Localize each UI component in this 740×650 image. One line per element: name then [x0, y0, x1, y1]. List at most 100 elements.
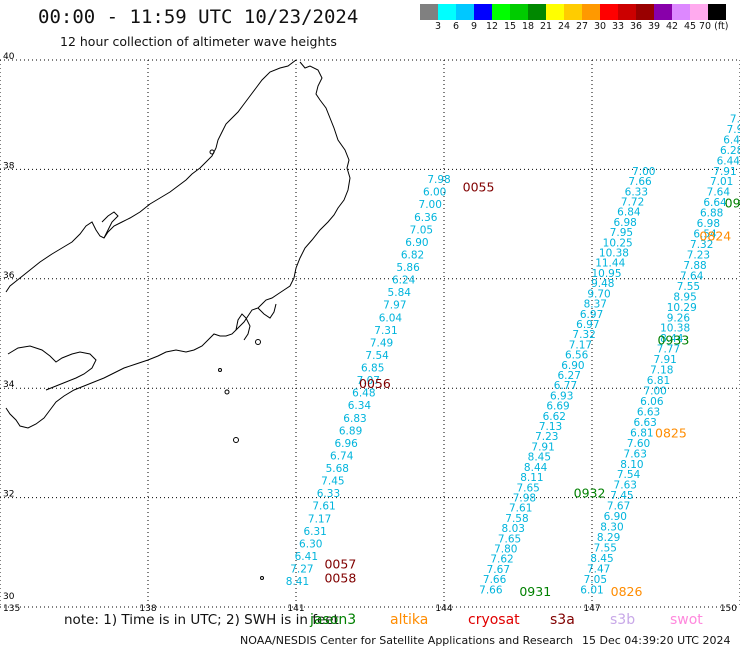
swh-value-label: 7.23	[687, 249, 710, 261]
swh-value-label: 6.85	[361, 363, 384, 375]
colorbar-swatch	[654, 4, 672, 20]
track-east: 6.017.057.478.457.558.298.306.907.677.45…	[580, 113, 740, 596]
swh-value-label: 7.47	[587, 563, 610, 575]
colorbar-label: 39	[647, 21, 661, 32]
swh-value-label: 7.60	[627, 438, 650, 450]
island-hachijo	[233, 437, 239, 443]
swh-value-label: 6.74	[330, 450, 354, 462]
colorbar-label: 42	[665, 21, 679, 32]
japan-coastline	[5, 59, 351, 580]
swh-value-label: 7.61	[509, 503, 532, 515]
swh-value-label: 6.90	[561, 360, 584, 372]
colorbar-label: 15	[503, 21, 517, 32]
lon-tick-label: 138	[139, 604, 156, 614]
swh-value-label: 6.81	[647, 375, 670, 387]
lon-tick-label: 141	[287, 604, 304, 614]
swh-value-label: 10.95	[591, 268, 621, 280]
swh-value-label: 7.92	[727, 124, 740, 136]
colorbar-swatch	[492, 4, 510, 20]
colorbar-swatch	[420, 4, 438, 20]
swh-value-label: 7.98	[427, 174, 450, 186]
swh-value-label: 6.24	[392, 275, 416, 287]
swh-value-label: 8.11	[520, 472, 543, 484]
swh-value-label: 9.26	[667, 312, 691, 324]
swh-value-label: 7.05	[410, 224, 433, 236]
swh-value-label: 7.31	[374, 325, 397, 337]
swh-value-label: 6.56	[565, 350, 589, 362]
swh-value-label: 7.54	[365, 350, 389, 362]
swh-value-label: 7.00	[632, 166, 655, 178]
swh-value-label: 7.72	[621, 196, 644, 208]
island-oshima	[255, 339, 261, 345]
colorbar-swatch	[546, 4, 564, 20]
coastline-honshu	[5, 61, 351, 429]
pass-time-label: 0931	[519, 584, 551, 599]
lat-tick-label: 36	[3, 271, 15, 281]
swh-value-label: 8.29	[597, 532, 620, 544]
lat-tick-label: 40	[3, 52, 15, 62]
swh-value-label: 8.95	[673, 291, 696, 303]
swh-value-label: 5.68	[326, 463, 349, 475]
coastline-izu	[235, 313, 251, 341]
swh-value-label: 7.49	[370, 337, 393, 349]
swh-value-label: 7.63	[614, 480, 637, 492]
swh-value-label: 6.69	[546, 401, 569, 413]
swh-value-label: 7.88	[683, 260, 706, 272]
swh-value-label: 6.44	[717, 155, 740, 167]
swh-value-label: 7.07	[357, 375, 380, 387]
swh-value-label: 10.38	[660, 323, 690, 335]
colorbar-label: 45	[683, 21, 697, 32]
swh-value-label: 7.65	[516, 482, 539, 494]
graticule	[0, 59, 740, 608]
swh-value-label: 7.66	[628, 176, 652, 188]
colorbar-label: 18	[521, 21, 535, 32]
swh-value-label: 7.55	[594, 542, 617, 554]
pass-time-label: 0825	[655, 425, 687, 440]
swh-value-label: 6.96	[334, 438, 358, 450]
lat-tick-label: 34	[3, 380, 15, 390]
island-miyake	[224, 389, 230, 395]
colorbar-swatch	[510, 4, 528, 20]
legend-item-s3a: s3a	[550, 612, 575, 628]
colorbar-label: 30	[593, 21, 607, 32]
swh-value-label: 6.83	[343, 413, 366, 425]
swh-value-label: 6.82	[401, 249, 424, 261]
swh-value-label: 7.45	[321, 476, 344, 488]
swh-value-label: 7.01	[710, 176, 733, 188]
lat-tick-label: 32	[3, 490, 14, 500]
swh-value-label: 8.37	[584, 299, 607, 311]
swh-value-label: 7.64	[680, 270, 704, 282]
swh-value-label: 6.88	[700, 208, 723, 220]
swh-value-label: 8.44	[524, 462, 548, 474]
page-title: 00:00 - 11:59 UTC 10/23/2024	[38, 6, 359, 28]
coastline-boso	[257, 303, 277, 319]
track-west: 8.417.276.416.306.317.177.616.337.455.68…	[286, 174, 451, 588]
swh-value-label: 7.67	[607, 501, 630, 513]
track-middle: 7.667.667.677.627.807.658.037.587.617.98…	[479, 166, 655, 596]
colorbar-label: 27	[575, 21, 589, 32]
altimeter-tracks: 8.417.276.416.306.317.177.616.337.455.68…	[286, 113, 740, 596]
swh-value-label: 7.00	[419, 199, 442, 211]
swh-value-label: 6.98	[697, 218, 720, 230]
swh-value-label: 6.00	[423, 187, 446, 199]
colorbar-label: 33	[611, 21, 625, 32]
swh-value-label: 6.77	[554, 380, 577, 392]
lat-tick-label: 38	[3, 161, 15, 171]
swh-value-label: 7.65	[498, 533, 521, 545]
pass-time-label: 0055	[463, 179, 495, 194]
swh-value-label: 7.32	[690, 239, 713, 251]
swh-value-label: 7.77	[657, 344, 680, 356]
colorbar-label: 9	[470, 21, 478, 32]
swh-value-label: 6.90	[604, 511, 627, 523]
swh-value-label: 8.44	[660, 333, 684, 345]
legend-item-cryosat: cryosat	[468, 612, 520, 628]
swh-value-label: 6.36	[414, 212, 438, 224]
swh-value-label: 6.06	[640, 396, 664, 408]
swh-value-label: 7.62	[490, 554, 513, 566]
pass-time-label: 0824	[699, 229, 731, 244]
swh-value-label: 6.98	[613, 217, 636, 229]
swh-value-label: 9.70	[587, 288, 610, 300]
swh-value-label: 6.63	[633, 417, 656, 429]
swh-value-label: 6.34	[348, 400, 372, 412]
